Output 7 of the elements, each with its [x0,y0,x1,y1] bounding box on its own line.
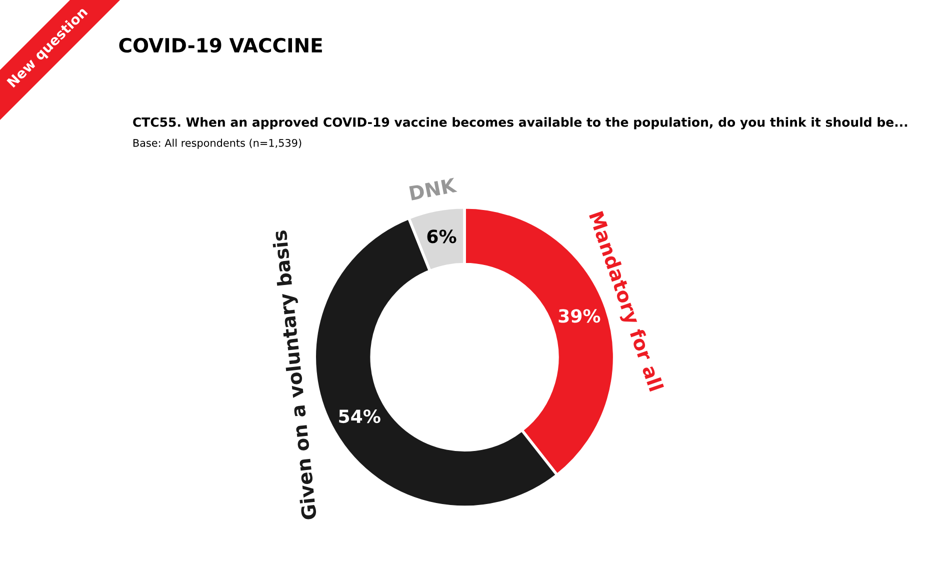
text: Base: All respondents (n=1,539) [133,138,302,149]
data-label: 54% [339,409,380,424]
data-label: 6% [427,230,456,244]
slice-label: Given on a voluntary basis [272,230,321,520]
chart-subtitle: CTC55. When an approved COVID-19 vaccine becomes available to the population, do you think it should be... [133,117,908,130]
slice-label: DNK [409,178,458,200]
chart-title: COVID-19 VACCINE [119,38,322,53]
